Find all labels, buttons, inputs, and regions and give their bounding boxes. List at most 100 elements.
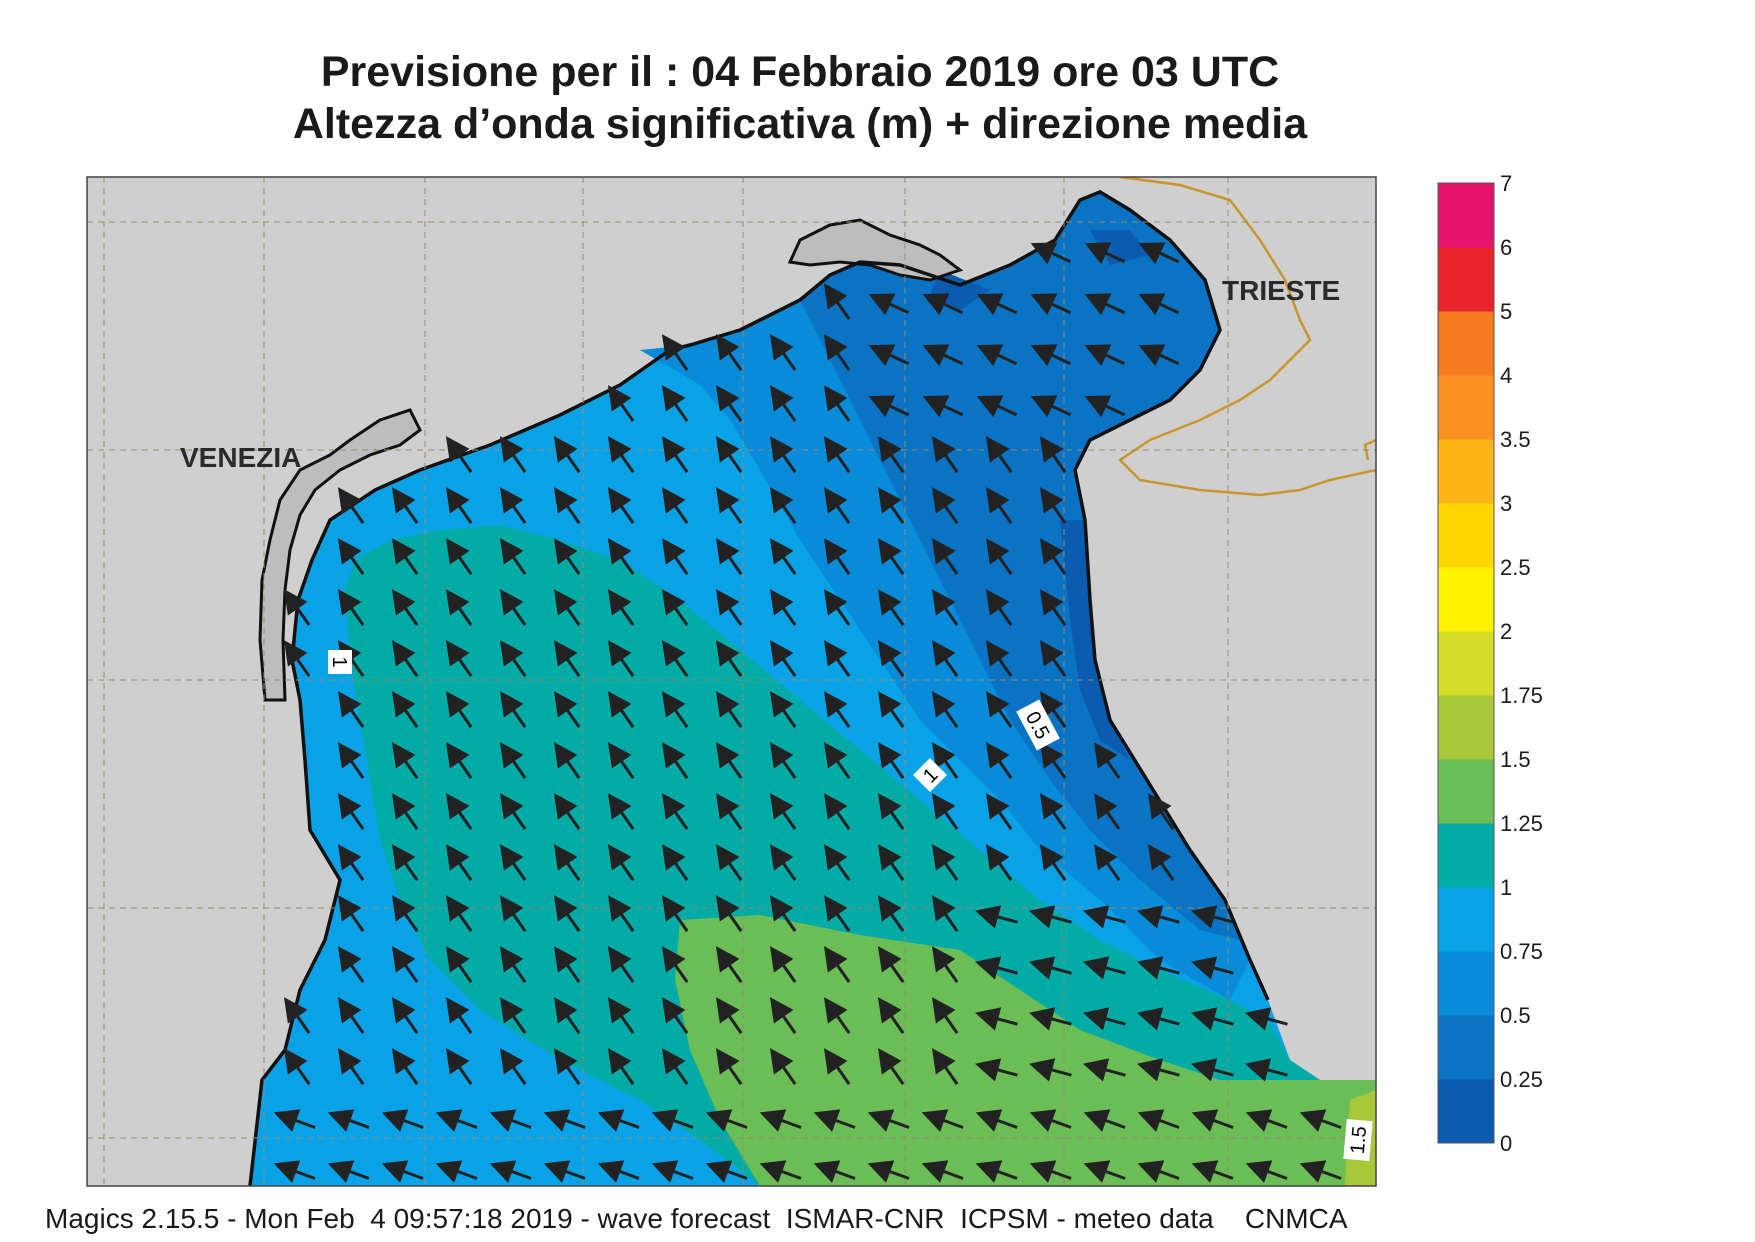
wave-arrow (715, 1048, 743, 1085)
wave-arrow (877, 436, 905, 473)
wave-arrow (1082, 1007, 1126, 1031)
wave-arrow (499, 793, 527, 830)
wave-arrow (553, 538, 581, 575)
wave-arrow (877, 1048, 905, 1085)
wave-arrow (931, 946, 959, 983)
colorbar-tick-label: 5 (1500, 299, 1512, 324)
wave-arrow (391, 844, 419, 881)
forecast-subtitle: Altezza d’onda significativa (m) + direz… (292, 100, 1308, 148)
colorbar-tick-label: 0.5 (1500, 1003, 1531, 1028)
wave-arrow (607, 1048, 635, 1085)
wave-arrow (391, 742, 419, 779)
wave-arrow (769, 997, 797, 1034)
colorbar-tick-label: 3 (1500, 491, 1512, 516)
map-frame (86, 176, 1377, 1187)
city-label-trieste: TRIESTE (1222, 275, 1340, 306)
wave-arrow (715, 895, 743, 932)
wave-arrow (499, 436, 527, 473)
wave-arrow (1028, 1058, 1072, 1082)
wave-arrow (661, 742, 689, 779)
wave-arrow (985, 589, 1013, 626)
wave-arrow (823, 793, 851, 830)
wave-arrow (1190, 956, 1234, 980)
wave-arrow (661, 844, 689, 881)
colorbar-tick-label: 2 (1500, 619, 1512, 644)
wave-arrow (1039, 793, 1067, 830)
colorbar-frame (1437, 182, 1495, 1144)
wave-arrow (283, 997, 311, 1034)
wave-arrow (337, 538, 365, 575)
wave-arrow (283, 1048, 311, 1085)
wave-arrow (445, 589, 473, 626)
wave-arrow (823, 742, 851, 779)
wave-arrow (976, 395, 1018, 418)
state-border-2 (1363, 438, 1376, 461)
wave-arrow (769, 793, 797, 830)
wave-arrow (607, 538, 635, 575)
wave-arrow (974, 1007, 1018, 1031)
footer-credits: Magics 2.15.5 - Mon Feb 4 09:57:18 2019 … (45, 1203, 1348, 1234)
wave-arrow (607, 793, 635, 830)
wave-arrow (715, 997, 743, 1034)
wave-arrow (607, 946, 635, 983)
wave-arrow (1082, 1058, 1126, 1082)
wave-arrow (823, 691, 851, 728)
wave-arrow (607, 640, 635, 677)
wave-arrow (931, 538, 959, 575)
wave-arrow (607, 997, 635, 1034)
wave-arrow (499, 844, 527, 881)
wave-arrow (543, 1109, 586, 1132)
wave-arrow (769, 946, 797, 983)
wave-arrow (499, 895, 527, 932)
wave-arrow (931, 793, 959, 830)
wave-arrow (769, 538, 797, 575)
wave-arrow (715, 742, 743, 779)
wave-arrow (445, 436, 473, 473)
contour-label-15-text: 1.5 (1347, 1125, 1371, 1155)
wave-arrow (391, 997, 419, 1034)
wave-arrow (283, 589, 311, 626)
wave-arrow (868, 293, 910, 316)
wave-arrow (705, 1109, 748, 1132)
wave-arrow (823, 487, 851, 524)
wave-arrow (543, 1160, 586, 1183)
wave-arrow (381, 1109, 424, 1132)
wave-arrow (769, 589, 797, 626)
wave-arrow (868, 395, 910, 418)
wave-arrow (823, 946, 851, 983)
wave-arrow (877, 691, 905, 728)
wave-direction-arrows (273, 242, 1342, 1183)
wave-arrow (1245, 1160, 1288, 1183)
wave-arrow (931, 997, 959, 1034)
wave-arrow (661, 385, 689, 422)
wave-arrow (283, 640, 311, 677)
contour-label-1a-text: 1 (328, 656, 350, 667)
wave-arrow (922, 293, 964, 316)
wave-arrow (769, 742, 797, 779)
wave-arrow (337, 589, 365, 626)
colorbar-tick-label: 4 (1500, 363, 1512, 388)
wave-arrow (445, 538, 473, 575)
wave-arrow (607, 385, 635, 422)
wave-arrow (823, 589, 851, 626)
wave-arrow (1136, 956, 1180, 980)
wave-arrow (1138, 293, 1180, 316)
colorbar-tick-label: 7 (1500, 171, 1512, 196)
wave-arrow (975, 1160, 1018, 1183)
wave-arrow (715, 844, 743, 881)
wave-arrow (1082, 905, 1126, 929)
wave-arrow (877, 589, 905, 626)
wave-arrow (1299, 1109, 1342, 1132)
wave-arrow (1138, 344, 1180, 367)
wave-arrow (499, 640, 527, 677)
wave-arrow (823, 283, 851, 320)
wave-arrow (337, 1048, 365, 1085)
wave-arrow (597, 1160, 640, 1183)
state-border (1118, 177, 1376, 497)
wave-arrow (489, 1160, 532, 1183)
wave-arrow (1039, 487, 1067, 524)
wave-arrow (1136, 1058, 1180, 1082)
wave-arrow (769, 487, 797, 524)
wave-arrow (1137, 1160, 1180, 1183)
